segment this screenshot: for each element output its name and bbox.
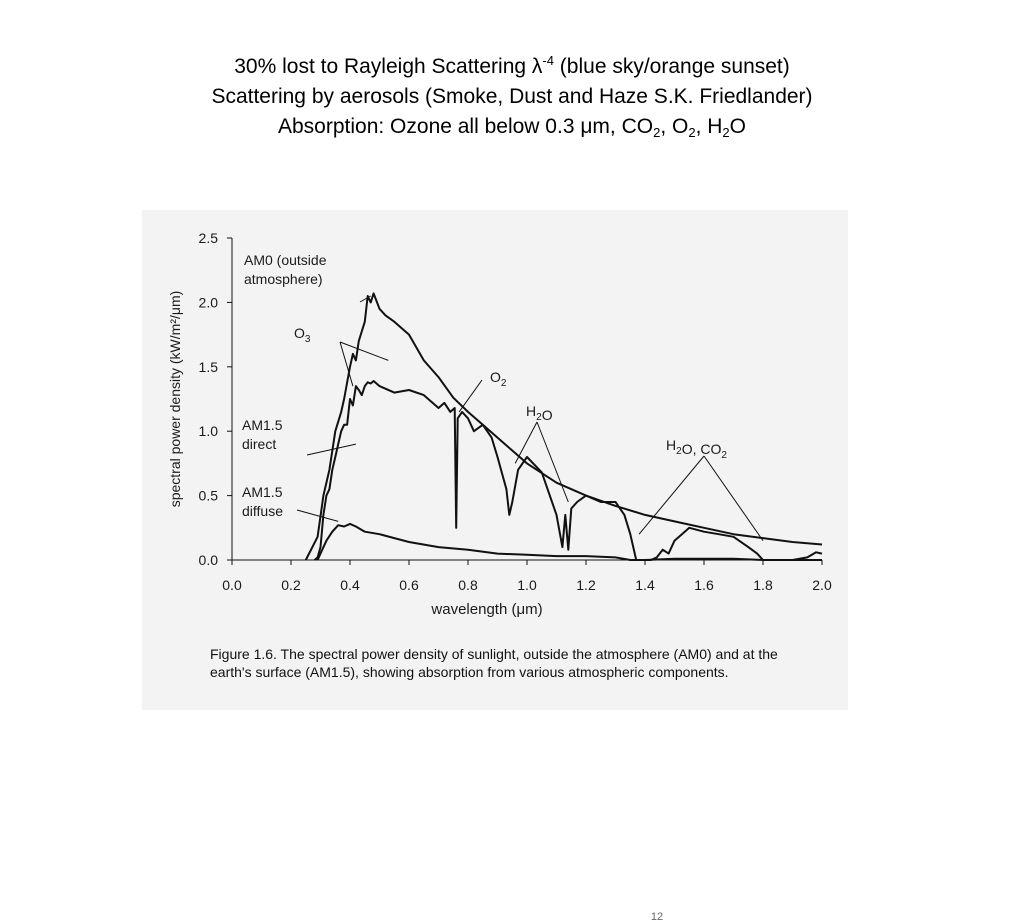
chart-axes: 0.0 0.2 0.4 0.6 0.8 1.0 1.2 1.4 1.6 1.8 2.0 0.0 0.5 1… [167,230,832,618]
x-tick-label: 2.0 [812,577,832,593]
annotation-label-am15-diffuse: diffuse [242,503,283,519]
annotation-leader-am0 [359,295,371,303]
y-tick-label: 2.0 [199,294,219,310]
am15-direct-series-line [313,380,823,561]
y-tick-label: 1.0 [199,423,219,439]
am15-diffuse-series-line [316,522,822,561]
annotation-label-am15-diffuse: AM1.5 [242,484,283,500]
annotation-label-h2o: H2O [526,403,553,423]
x-tick-label: 1.2 [576,577,596,593]
annotation-label-o3: O3 [294,325,311,345]
spectral-density-chart: 0.0 0.2 0.4 0.6 0.8 1.0 1.2 1.4 1.6 1.8 2.0 0.0 0.5 1… [167,230,832,618]
y-tick-label: 2.5 [199,230,219,246]
annotation-label-am0: atmosphere) [244,271,323,287]
heading-text-segment: , H [695,115,723,138]
x-tick-label: 1.0 [517,577,537,593]
figure-caption: Figure 1.6. The spectral power density o… [210,646,778,680]
x-tick-label: 1.6 [694,577,714,593]
heading-line-rayleigh-text: 30% lost to Rayleigh Scattering λ [234,55,543,78]
heading-line-rayleigh-suffix: (blue sky/orange sunset) [553,55,790,78]
x-tick-label: 0.2 [281,577,301,593]
annotation-label-h2o-co2: H2O, CO2 [666,437,727,461]
annotation-leader-h2o-co2 [703,455,764,541]
annotation-label-am0: AM0 (outside [244,252,327,268]
x-tick-label: 0.0 [222,577,242,593]
annotation-label-am15-direct: AM1.5 [242,417,283,433]
y-tick-label: 0.5 [199,488,219,504]
slide-number: 12 [650,911,664,920]
annotation-leader-am15-diffuse [296,509,339,522]
heading-subscript: 2 [653,125,661,140]
y-tick-label: 1.5 [199,359,219,375]
annotation-leader-o2 [458,379,483,413]
annotation-leader-h2o [514,421,538,464]
heading-text-segment: , O [660,115,689,138]
annotation-leader-h2o [536,421,569,503]
x-tick-label: 0.8 [458,577,478,593]
heading-subscript: 2 [688,125,696,140]
heading-line-aerosols: Scattering by aerosols (Smoke, Dust and … [211,85,813,108]
annotation-leader-o3 [339,341,389,361]
chart-series [304,292,823,561]
heading-exponent: -4 [542,53,554,68]
x-tick-label: 1.8 [753,577,773,593]
x-tick-label: 0.4 [340,577,360,593]
x-tick-label: 0.6 [399,577,419,593]
annotation-label-o2: O2 [490,369,507,389]
am0-series-line [304,292,823,561]
heading-line-rayleigh: 30% lost to Rayleigh Scattering λ-4 (blu… [0,52,1024,82]
heading-text-segment: Absorption: Ozone all below 0.3 μm, CO [277,115,654,138]
heading-line-absorption: Absorption: Ozone all below 0.3 μm, CO2,… [0,112,1024,142]
annotation-leader-h2o-co2 [638,455,705,535]
figure-panel: 0.0 0.2 0.4 0.6 0.8 1.0 1.2 1.4 1.6 1.8 2.0 0.0 0.5 1… [142,210,848,920]
annotation-leader-o3 [339,341,354,387]
heading-text-segment: O [729,115,746,138]
annotation-label-am15-direct: direct [242,436,276,452]
annotation-leader-am15-direct [306,443,357,456]
x-tick-label: 1.4 [635,577,655,593]
y-tick-label: 0.0 [199,552,219,568]
y-axis-title: spectral power density (kW/m²/μm) [167,291,183,508]
heading-subscript: 2 [722,125,730,140]
chart-annotations: AM0 (outside atmosphere) O3 AM1.5 direct AM1.… [242,252,764,541]
x-axis-title: wavelength (μm) [430,601,542,618]
slide-heading: 30% lost to Rayleigh Scattering λ-4 (blu… [0,52,1024,142]
